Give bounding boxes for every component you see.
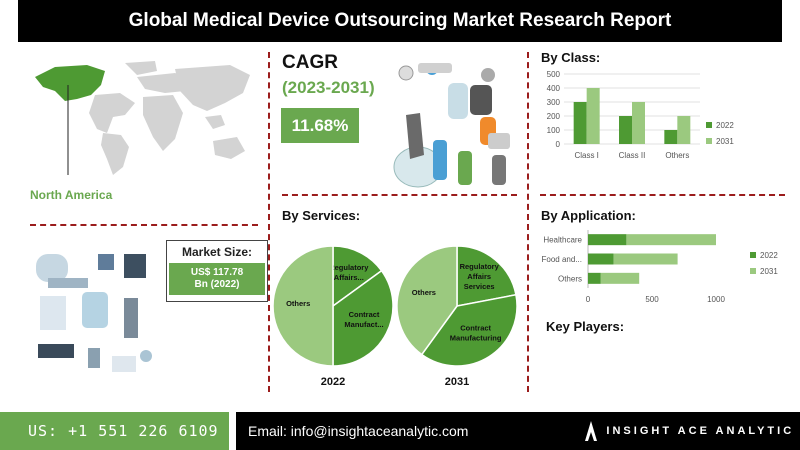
class-legend-label: 2022 [716,121,734,130]
key-players-heading: Key Players: [546,319,625,334]
inhaler-illustration [393,63,510,188]
map-asia [175,65,250,111]
map-north-america-highlight [35,65,105,101]
services-pie-slice-label: Contract Manufacturing [450,323,502,342]
cagr-value: 11.68% [281,108,359,143]
services-pie-slice [332,269,394,367]
map-central-america [89,93,135,133]
services-heading: By Services: [282,208,361,223]
footer-email[interactable]: Email: info@insightaceanalytic.com [248,423,469,439]
services-pie-charts: Regulatory Affairs... Contract Manufact... O… [272,245,518,388]
footer-brand: INSIGHT ACE ANALYTIC [606,425,795,437]
application-bar-2031 [600,272,640,284]
class-bar-2022 [573,102,587,144]
class-bar-2031 [677,116,691,144]
footer-phone[interactable]: US: +1 551 226 6109 [28,422,219,440]
application-legend-swatch [750,268,756,274]
services-pie-slice-label: Regulatory Affairs Services [460,262,500,291]
medical-equipment-illustration [36,254,152,372]
class-ytick-label: 500 [547,70,561,79]
class-bar-2022 [664,130,678,144]
application-bar-2022 [588,272,601,284]
application-legend-swatch [750,252,756,258]
services-pie-slice-label: Others [286,299,310,308]
market-size-value: US$ 117.78 Bn (2022) [169,263,265,295]
map-greenland [125,61,157,75]
application-heading: By Application: [541,208,636,223]
class-category-label: Class I [574,151,598,160]
services-pie-slice [420,293,518,367]
class-bar-2022 [619,116,632,144]
brand-logo-icon [585,421,598,441]
services-pie-slice [332,245,383,308]
divider-mid-h [282,194,517,196]
class-ytick-label: 200 [547,112,561,121]
footer-contact-bar: Email: info@insightaceanalytic.com INSIG… [236,412,800,450]
application-bar-2031 [613,253,678,265]
map-south-america [101,133,129,175]
application-bar-2022 [588,234,627,246]
class-legend-swatch [706,122,712,128]
map-africa [143,95,183,151]
services-pie-slice-label: Contract Manufact... [344,310,383,329]
class-ytick-label: 0 [556,140,561,149]
class-bar-2031 [632,102,645,144]
class-bar-chart: 0 100 200 300 400 500 Class I Class II Others 202… [547,70,735,160]
application-bar-2022 [588,253,614,265]
services-pie-year-label: 2031 [445,376,469,388]
application-category-label: Others [558,274,582,283]
services-pie-slice [456,245,517,307]
cagr-period: (2023-2031) [282,78,375,97]
application-category-label: Food and... [542,255,582,264]
application-bar-chart: 0 500 1000 Healthcare Food and... Others 2022 2… [542,230,778,304]
application-xtick-label: 0 [586,295,591,304]
application-legend-label: 2022 [760,251,778,260]
divider-right-h [540,194,785,196]
divider-left [268,52,270,392]
class-ytick-label: 300 [547,98,561,107]
map-australia [213,137,245,159]
class-ytick-label: 400 [547,84,561,93]
market-size-value-line2: Bn (2022) [194,279,240,290]
world-map [35,61,250,175]
divider-left-h [30,224,258,226]
market-size-value-line1: US$ 117.78 [190,267,244,278]
class-legend-label: 2031 [716,137,734,146]
services-pie-slice-label: Others [412,288,436,297]
application-category-label: Healthcare [543,236,582,245]
class-bar-2031 [586,88,600,144]
map-se-asia [205,115,225,129]
services-pie-year-label: 2022 [321,376,345,388]
class-legend-swatch [706,138,712,144]
application-legend-label: 2031 [760,267,778,276]
application-bar-2031 [626,234,716,246]
application-xtick-label: 500 [645,295,659,304]
services-pie-slice [396,245,458,356]
cagr-heading: CAGR [282,52,338,73]
class-category-label: Class II [619,151,646,160]
market-size-label: Market Size: [181,245,253,259]
market-size-card: Market Size: US$ 117.78 Bn (2022) [166,240,268,302]
report-title: Global Medical Device Outsourcing Market… [18,0,782,42]
class-ytick-label: 100 [547,126,561,135]
region-label: North America [30,188,113,202]
class-heading: By Class: [541,50,601,65]
services-pie-slice-label: Regulatory Affairs... [329,263,369,282]
application-xtick-label: 1000 [707,295,725,304]
class-category-label: Others [665,151,689,160]
services-pie-slice [272,245,334,367]
footer-phone-bar: US: +1 551 226 6109 [0,412,229,450]
divider-right [527,52,529,392]
